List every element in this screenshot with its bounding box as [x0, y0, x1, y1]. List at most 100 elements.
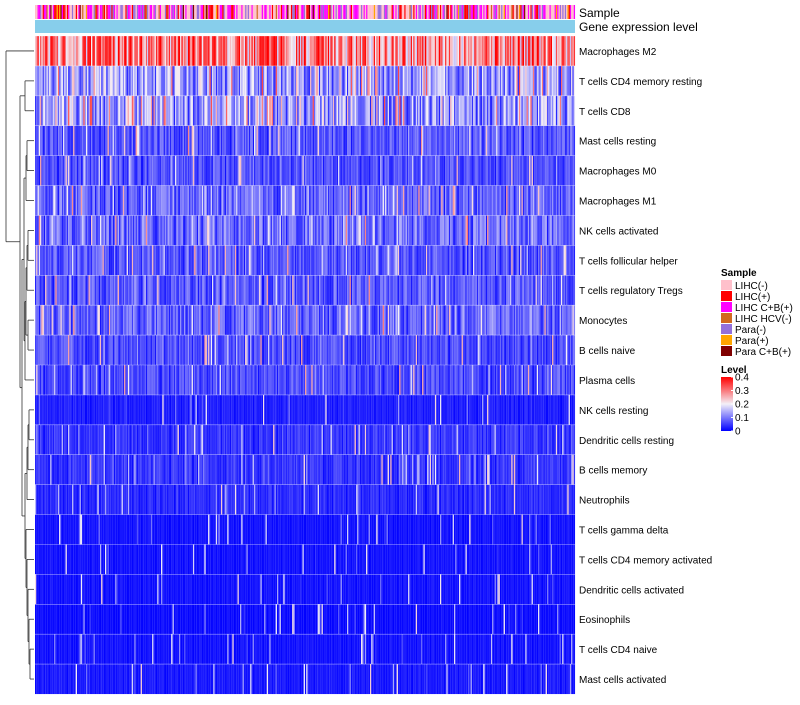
heatmap-cell — [487, 245, 488, 275]
heatmap-cell — [553, 156, 554, 186]
heatmap-cell — [423, 126, 424, 156]
heatmap-cell — [209, 215, 210, 245]
heatmap-cell — [179, 186, 180, 216]
heatmap-cell — [108, 36, 109, 66]
sample-cell — [91, 5, 92, 19]
heatmap-cell — [439, 215, 440, 245]
heatmap-cell — [280, 335, 281, 365]
heatmap-cell — [213, 215, 214, 245]
heatmap-cell — [292, 186, 293, 216]
heatmap-cell — [148, 335, 149, 365]
heatmap-cell — [360, 66, 361, 96]
heatmap-cell — [539, 245, 540, 275]
sample-cell — [378, 5, 379, 19]
heatmap-cell — [458, 245, 459, 275]
heatmap-cell — [546, 245, 547, 275]
heatmap-cell — [483, 66, 484, 96]
heatmap-cell — [157, 96, 158, 126]
heatmap-cell — [323, 215, 324, 245]
heatmap-cell — [287, 245, 288, 275]
heatmap-cell — [468, 275, 469, 305]
sample-cell — [180, 5, 181, 19]
heatmap-cell — [371, 156, 372, 186]
heatmap-cell — [369, 156, 370, 186]
heatmap-cell — [417, 305, 418, 335]
heatmap-cell — [153, 96, 154, 126]
sample-cell — [395, 5, 396, 19]
heatmap-cell — [285, 245, 286, 275]
heatmap-cell — [45, 36, 46, 66]
heatmap-cell — [59, 66, 60, 96]
heatmap-cell — [553, 245, 554, 275]
heatmap-cell — [472, 245, 473, 275]
heatmap-cell — [86, 245, 87, 275]
heatmap-cell — [68, 96, 69, 126]
heatmap-cell — [450, 186, 451, 216]
heatmap-cell — [39, 156, 40, 186]
heatmap-cell — [207, 305, 208, 335]
heatmap-cell — [467, 126, 468, 156]
heatmap-cell — [440, 186, 441, 216]
heatmap-cell — [324, 66, 325, 96]
heatmap-cell — [40, 245, 41, 275]
heatmap-cell — [90, 186, 91, 216]
heatmap-cell — [49, 96, 50, 126]
heatmap-cell — [232, 275, 233, 305]
heatmap-cell — [505, 275, 506, 305]
heatmap-cell — [246, 275, 247, 305]
heatmap-cell — [344, 156, 345, 186]
heatmap-cell — [117, 66, 118, 96]
heatmap-cell — [220, 186, 221, 216]
heatmap-cell — [248, 186, 249, 216]
heatmap-cell — [41, 215, 42, 245]
heatmap-cell — [392, 305, 393, 335]
heatmap-cell — [85, 186, 86, 216]
heatmap-cell — [336, 215, 337, 245]
heatmap-cell — [235, 126, 236, 156]
heatmap-cell — [60, 305, 61, 335]
heatmap-cell — [213, 186, 214, 216]
heatmap-cell — [119, 66, 120, 96]
heatmap-cell — [446, 96, 447, 126]
sample-cell — [556, 5, 557, 19]
heatmap-cell — [209, 126, 210, 156]
heatmap-cell — [309, 126, 310, 156]
heatmap-cell — [429, 215, 430, 245]
heatmap-cell — [60, 156, 61, 186]
heatmap-cell — [361, 335, 362, 365]
heatmap-cell — [566, 36, 567, 66]
heatmap-cell — [401, 156, 402, 186]
heatmap-cell — [88, 126, 89, 156]
sample-cell — [227, 5, 228, 19]
heatmap-cell — [250, 186, 251, 216]
sample-cell — [278, 5, 279, 19]
heatmap-cell — [145, 36, 146, 66]
heatmap-cell — [208, 275, 209, 305]
heatmap-cell — [486, 36, 487, 66]
heatmap-cell — [347, 275, 348, 305]
heatmap-cell — [113, 215, 114, 245]
sample-cell — [199, 5, 200, 19]
heatmap-cell — [184, 215, 185, 245]
heatmap-cell — [120, 335, 121, 365]
heatmap-cell — [120, 186, 121, 216]
heatmap-cell — [108, 275, 109, 305]
heatmap-cell — [49, 275, 50, 305]
heatmap-cell — [171, 186, 172, 216]
heatmap-cell — [226, 245, 227, 275]
heatmap-cell — [411, 96, 412, 126]
sample-cell — [436, 5, 437, 19]
sample-cell — [46, 5, 47, 19]
heatmap-cell — [202, 156, 203, 186]
heatmap-cell — [82, 126, 83, 156]
heatmap-cell — [508, 275, 509, 305]
heatmap-cell — [92, 156, 93, 186]
heatmap-cell — [557, 245, 558, 275]
heatmap-cell — [441, 275, 442, 305]
heatmap-cell — [376, 245, 377, 275]
sample-cell — [266, 5, 267, 19]
heatmap-cell — [473, 66, 474, 96]
heatmap-cell — [227, 305, 228, 335]
heatmap-cell — [441, 305, 442, 335]
heatmap-cell — [43, 275, 44, 305]
